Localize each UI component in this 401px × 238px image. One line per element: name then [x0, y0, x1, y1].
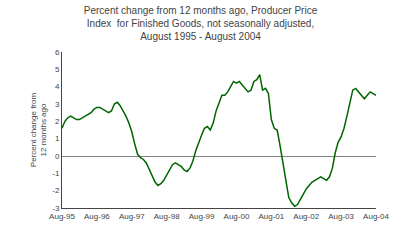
svg-text:Aug-00: Aug-00 [224, 212, 250, 221]
svg-text:Aug-95: Aug-95 [49, 212, 75, 221]
svg-text:5: 5 [55, 65, 60, 74]
svg-text:Aug-03: Aug-03 [328, 212, 354, 221]
svg-text:0: 0 [55, 152, 60, 161]
svg-text:4: 4 [55, 82, 60, 91]
svg-text:-3: -3 [52, 204, 60, 213]
svg-text:2: 2 [55, 117, 60, 126]
svg-text:Percent change from12 months a: Percent change from12 months ago [29, 93, 48, 168]
svg-text:3: 3 [55, 100, 60, 109]
svg-text:Aug-96: Aug-96 [84, 212, 110, 221]
svg-text:Aug-01: Aug-01 [258, 212, 284, 221]
svg-text:Aug-97: Aug-97 [119, 212, 145, 221]
svg-text:-1: -1 [52, 169, 60, 178]
svg-text:6: 6 [55, 48, 60, 57]
svg-text:Aug-99: Aug-99 [189, 212, 215, 221]
svg-text:Percent change from 12 months: Percent change from 12 months ago, Produ… [84, 5, 318, 42]
svg-text:-2: -2 [52, 186, 60, 195]
svg-text:1: 1 [55, 134, 60, 143]
svg-text:Aug-02: Aug-02 [293, 212, 319, 221]
svg-text:Aug-98: Aug-98 [154, 212, 180, 221]
svg-text:Aug-04: Aug-04 [363, 212, 389, 221]
